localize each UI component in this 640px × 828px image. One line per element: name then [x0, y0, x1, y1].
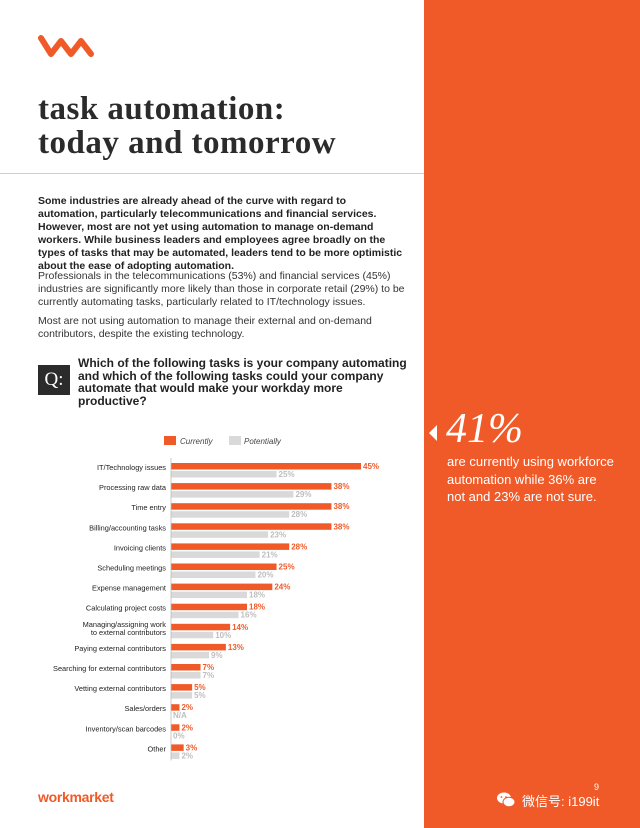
category-label: Time entry — [131, 503, 166, 512]
bar-potentially — [171, 752, 180, 759]
title-line-1: task automation: — [38, 91, 286, 127]
bar-currently — [171, 684, 193, 691]
category-label: Sales/orders — [125, 704, 167, 713]
workmarket-wordmark: workmarket — [38, 789, 114, 805]
value-label-potentially: 21% — [262, 550, 278, 559]
value-label-currently: 7% — [203, 663, 215, 672]
bar-potentially — [171, 692, 193, 699]
value-label-currently: 2% — [181, 723, 193, 732]
legend-label-potentially: Potentially — [244, 437, 282, 446]
bar-potentially — [171, 571, 256, 578]
survey-question: Which of the following tasks is your com… — [78, 356, 407, 408]
bar-currently — [171, 583, 273, 591]
automation-tasks-chart: Currently Potentially IT/Technology issues… — [53, 436, 379, 761]
question-badge: Q: — [38, 365, 70, 395]
bar-currently — [171, 503, 332, 510]
bar-currently — [171, 744, 184, 751]
bar-currently — [171, 543, 290, 550]
value-label-currently: 13% — [228, 643, 244, 652]
legend-swatch-potentially — [229, 436, 241, 445]
wechat-icon — [497, 792, 516, 808]
bar-currently — [171, 563, 277, 570]
value-label-potentially: N/A — [173, 711, 187, 720]
wechat-watermark: 微信号: i199it — [496, 788, 599, 812]
value-label-potentially: 7% — [203, 671, 215, 680]
bar-potentially — [171, 551, 260, 558]
category-label: Searching for external contributors — [53, 664, 166, 673]
bar-currently — [171, 643, 226, 651]
bar-potentially — [171, 491, 294, 498]
title-divider — [0, 173, 424, 174]
bar-potentially — [171, 471, 277, 478]
page-number: 9 — [594, 782, 600, 792]
category-label: Vetting external contributors — [74, 684, 166, 693]
bar-potentially — [171, 611, 239, 619]
category-label: Other — [148, 744, 167, 753]
orange-sidebar — [424, 0, 640, 828]
bar-potentially — [171, 591, 247, 599]
value-label-potentially: 23% — [270, 530, 286, 539]
category-label: Expense management — [92, 584, 166, 593]
bar-currently — [171, 603, 247, 611]
value-label-currently: 14% — [232, 623, 248, 632]
category-label: Calculating project costs — [86, 604, 166, 613]
category-label: Processing raw data — [99, 483, 167, 492]
bar-currently — [171, 523, 332, 530]
value-label-currently: 18% — [249, 603, 265, 612]
legend-swatch-currently — [164, 436, 176, 445]
value-label-potentially: 29% — [295, 490, 311, 499]
value-label-potentially: 2% — [181, 751, 193, 760]
wechat-id-label: 微信号: i199it — [522, 793, 600, 809]
stat-description: are currently using workforce automation… — [447, 454, 614, 504]
bar-potentially — [171, 531, 269, 538]
value-label-potentially: 20% — [257, 571, 273, 580]
category-label: Invoicing clients — [114, 543, 166, 552]
value-label-currently: 45% — [363, 462, 379, 471]
title-line-2: today and tomorrow — [38, 125, 337, 161]
contributors-paragraph: Most are not using automation to manage … — [38, 315, 372, 340]
value-label-potentially: 10% — [215, 631, 231, 640]
bar-currently — [171, 483, 332, 490]
stat-pointer-icon — [429, 425, 437, 441]
value-label-currently: 38% — [333, 482, 349, 491]
page-title: task automation: today and tomorrow — [38, 92, 418, 160]
value-label-currently: 28% — [291, 542, 307, 551]
bar-currently — [171, 463, 361, 470]
category-label: IT/Technology issues — [97, 463, 166, 472]
value-label-potentially: 16% — [241, 611, 257, 620]
value-label-potentially: 28% — [291, 510, 307, 519]
bar-currently — [171, 623, 231, 631]
value-label-potentially: 25% — [279, 470, 295, 479]
bar-potentially — [171, 651, 209, 659]
industry-paragraph: Professionals in the telecommunications … — [38, 270, 405, 308]
bar-currently — [171, 664, 201, 671]
workmarket-logo-icon — [38, 35, 94, 57]
value-label-currently: 5% — [194, 683, 206, 692]
intro-paragraph: Some industries are already ahead of the… — [38, 195, 403, 272]
value-label-currently: 2% — [181, 703, 193, 712]
stat-number: 41% — [446, 406, 523, 452]
value-label-potentially: 5% — [194, 691, 206, 700]
value-label-currently: 24% — [274, 583, 290, 592]
bar-potentially — [171, 631, 214, 639]
bar-currently — [171, 724, 180, 731]
value-label-potentially: 18% — [249, 591, 265, 600]
category-label: Managing/assigning work to external contr… — [83, 620, 167, 637]
value-label-currently: 38% — [333, 522, 349, 531]
bar-currently — [171, 704, 180, 711]
category-label: Billing/accounting tasks — [89, 523, 166, 532]
bar-potentially — [171, 672, 201, 679]
category-label: Scheduling meetings — [97, 564, 166, 573]
bar-potentially — [171, 511, 290, 518]
value-label-currently: 25% — [279, 563, 295, 572]
legend-label-currently: Currently — [180, 437, 213, 446]
category-label: Inventory/scan barcodes — [85, 724, 166, 733]
value-label-potentially: 9% — [211, 651, 223, 660]
category-label: Paying external contributors — [74, 644, 166, 653]
value-label-potentially: 0% — [173, 731, 185, 740]
value-label-currently: 38% — [333, 502, 349, 511]
value-label-currently: 3% — [186, 743, 198, 752]
